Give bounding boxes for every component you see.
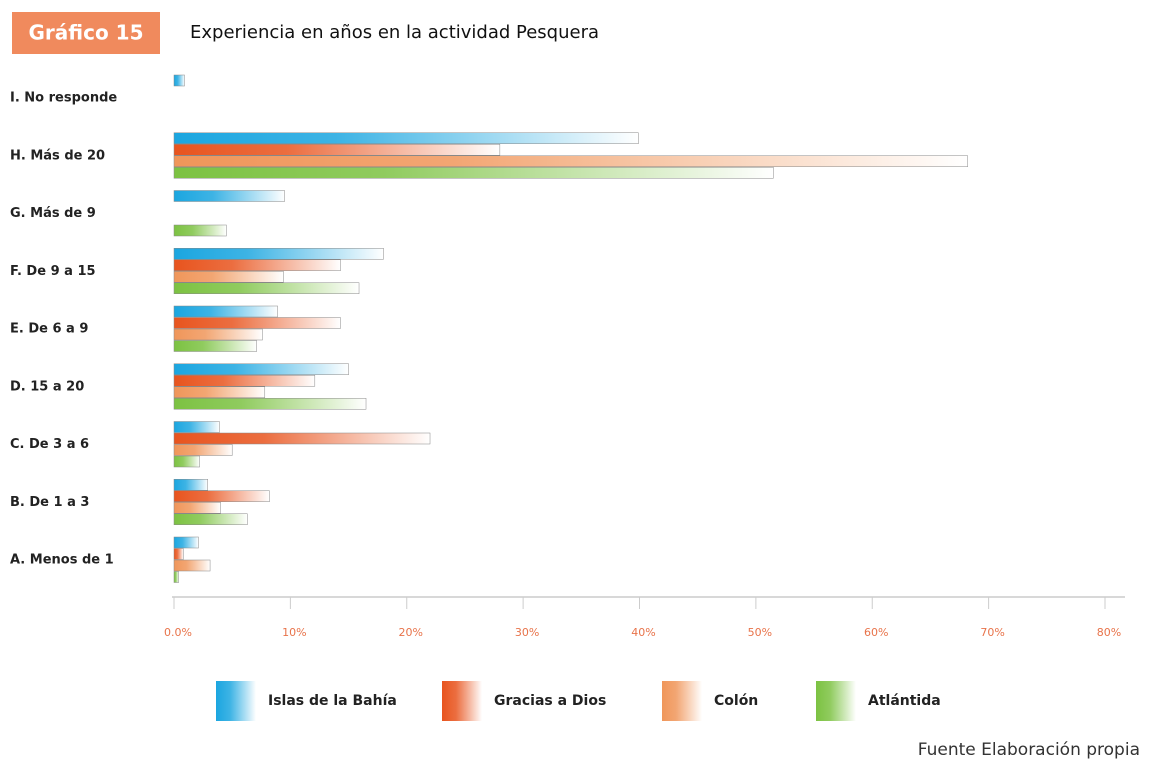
bar (173, 479, 208, 491)
bar (173, 271, 284, 283)
bar (173, 259, 341, 271)
category-label: D. 15 a 20 (10, 379, 84, 394)
x-tick-label: 50% (748, 626, 772, 639)
bar (173, 155, 968, 167)
bar (173, 144, 501, 156)
bar (173, 248, 384, 260)
category-label: H. Más de 20 (10, 148, 105, 163)
x-tick-label: 10% (282, 626, 306, 639)
bar (173, 305, 278, 318)
legend-label: Islas de la Bahía (268, 693, 397, 709)
source: Fuente Elaboración propia (918, 740, 1140, 760)
bar (173, 502, 221, 514)
badge-box (12, 12, 160, 54)
bar (173, 571, 179, 583)
bar (173, 224, 227, 237)
bar (173, 490, 270, 502)
chart-title: Experiencia en años en la actividad Pesq… (190, 22, 599, 43)
bar (173, 432, 431, 445)
bar (173, 190, 285, 202)
category-label: C. De 3 a 6 (10, 437, 89, 452)
legend-label: Atlántida (868, 693, 941, 709)
category-label: E. De 6 a 9 (10, 322, 88, 337)
category-label: F. De 9 a 15 (10, 264, 96, 279)
x-tick-label: 20% (399, 626, 423, 639)
x-tick-label: 70% (980, 626, 1004, 639)
bar (173, 536, 199, 549)
bar (173, 317, 341, 329)
x-tick-label: 30% (515, 626, 539, 639)
legend-label: Gracias a Dios (494, 693, 606, 709)
x-tick-label: 40% (631, 626, 655, 639)
bar (173, 444, 233, 456)
bar (173, 282, 360, 294)
bar (173, 398, 367, 410)
legend-label: Colón (714, 693, 758, 709)
legend-swatch (662, 681, 702, 721)
bar (173, 328, 263, 341)
bar (173, 455, 200, 468)
category-label: A. Menos de 1 (10, 553, 114, 568)
category-label: I. No responde (10, 91, 117, 106)
bar (173, 513, 248, 525)
bar (173, 132, 639, 144)
bar (173, 421, 220, 433)
x-tick-label: 60% (864, 626, 888, 639)
bar (173, 375, 316, 387)
category-label: G. Más de 9 (10, 206, 96, 221)
bar (173, 167, 774, 179)
bar (173, 363, 349, 375)
bar (173, 548, 184, 560)
category-label: B. De 1 a 3 (10, 495, 89, 510)
bar (173, 340, 257, 352)
legend-swatch (816, 681, 856, 721)
x-tick-label: 80% (1097, 626, 1121, 639)
bar (173, 386, 266, 398)
bar (173, 74, 185, 87)
bar (173, 559, 211, 572)
badge: Gráfico 15 (29, 21, 144, 45)
legend-swatch (442, 681, 482, 721)
x-tick-label: 0.0% (164, 626, 192, 639)
legend-swatch (216, 681, 256, 721)
